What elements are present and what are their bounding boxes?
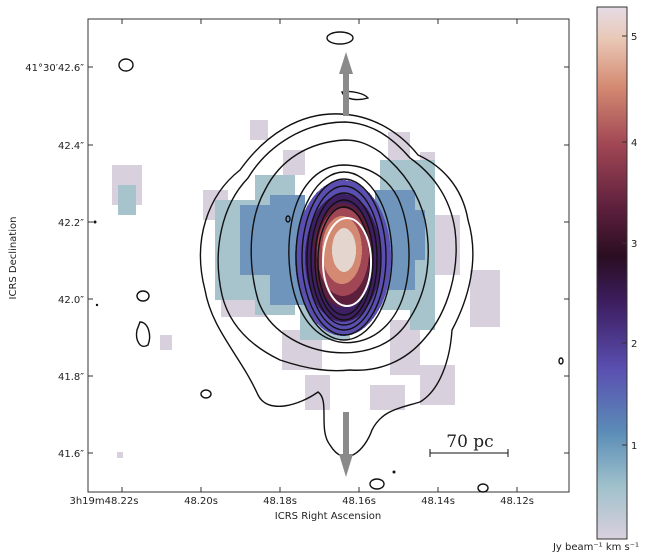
- x-ticks: [121, 19, 518, 492]
- colorbar: 1 2 3 4 5 Jy beam⁻¹ km s⁻¹: [552, 6, 639, 553]
- x-tick-label: 48.12s: [500, 496, 534, 507]
- y-tick-label: 42.2″: [58, 218, 84, 229]
- arrow-north-icon: [339, 52, 353, 116]
- contour-island: [200, 389, 212, 399]
- colorbar-tick-label: 1: [631, 441, 637, 452]
- contour-4: [288, 164, 410, 344]
- x-tick-label: 48.20s: [184, 496, 218, 507]
- arrow-south-icon: [339, 412, 353, 477]
- contour-lines: [118, 31, 564, 493]
- contour-dot: [392, 470, 396, 474]
- contour-7: [306, 185, 382, 331]
- colorbar-title: Jy beam⁻¹ km s⁻¹: [552, 542, 639, 553]
- contour-island: [136, 290, 150, 302]
- white-core-contour: [322, 217, 372, 307]
- x-tick-label: 48.14s: [421, 496, 455, 507]
- contour-island: [118, 58, 134, 72]
- contour-6: [301, 178, 387, 336]
- contour-island: [135, 321, 151, 347]
- x-tick-label: 48.18s: [263, 496, 297, 507]
- contour-island: [326, 31, 354, 45]
- contour-island: [558, 357, 564, 365]
- y-tick-label: 41°30′42.6″: [25, 63, 84, 74]
- y-ticks: [88, 66, 569, 454]
- x-tick-label: 48.16s: [342, 496, 376, 507]
- colorbar-tick-label: 5: [631, 32, 637, 43]
- y-tick-label: 42.0″: [58, 295, 84, 306]
- x-axis-title: ICRS Right Ascension: [275, 511, 381, 522]
- contour-island: [369, 478, 385, 490]
- x-tick-label: 3h19m48.22s: [69, 496, 138, 507]
- colorbar-tick-label: 4: [631, 138, 637, 149]
- colorbar-tick-label: 3: [631, 239, 637, 250]
- y-axis-title: ICRS Declination: [8, 217, 19, 300]
- contour-8: [310, 192, 378, 326]
- contour-3: [250, 139, 429, 354]
- colorbar-gradient: [596, 6, 628, 540]
- contour-2: [217, 121, 457, 372]
- contour-5: [295, 171, 393, 341]
- contour-dot: [95, 303, 99, 307]
- outflow-arrows: [339, 52, 353, 477]
- scale-bar: 70 pc: [429, 432, 509, 457]
- contour-dot: [93, 220, 97, 224]
- y-tick-label: 41.6″: [58, 449, 84, 460]
- contour-island: [477, 483, 489, 493]
- y-tick-label: 41.8″: [58, 372, 84, 383]
- y-tick-labels: 41°30′42.6″ 42.4″ 42.2″ 42.0″ 41.8″ 41.6…: [25, 63, 84, 460]
- scale-bar-label: 70 pc: [446, 432, 493, 452]
- colorbar-tick-label: 2: [631, 339, 637, 350]
- contour-9: [314, 199, 374, 321]
- contour-island: [285, 215, 291, 223]
- y-tick-label: 42.4″: [58, 141, 84, 152]
- x-tick-labels: 3h19m48.22s 48.20s 48.18s 48.16s 48.14s …: [69, 496, 533, 507]
